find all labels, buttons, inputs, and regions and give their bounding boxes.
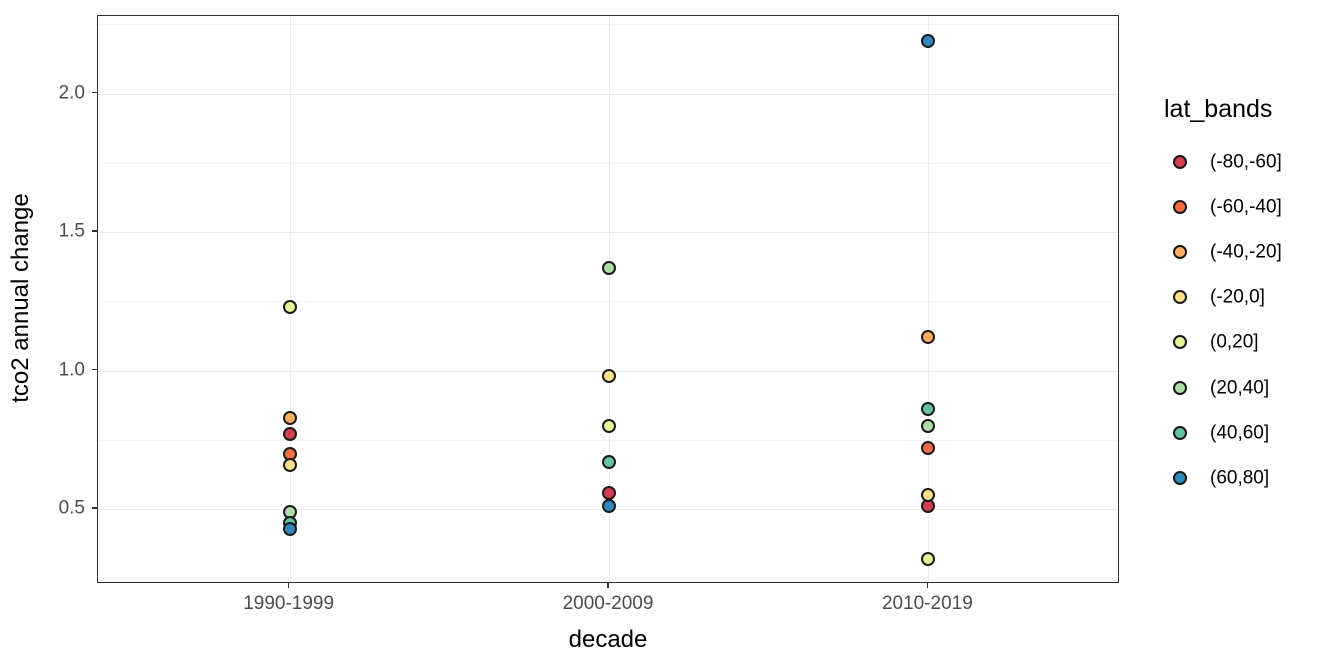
- y-axis-tick: [92, 91, 97, 94]
- data-point: [921, 402, 936, 417]
- y-minor-gridline: [98, 24, 1118, 26]
- y-tick-label: 2.0: [58, 82, 85, 104]
- plot-panel: [97, 15, 1119, 583]
- legend: lat_bands (-80,-60] (-60,-40] (-40,-20] (-2…: [1150, 0, 1344, 672]
- y-minor-gridline: [98, 439, 1118, 441]
- x-gridline: [928, 16, 930, 582]
- data-point: [921, 419, 936, 434]
- data-point: [282, 457, 297, 472]
- y-minor-gridline: [98, 162, 1118, 164]
- data-point: [921, 552, 936, 567]
- data-point: [282, 521, 297, 536]
- legend-label: (40,60]: [1210, 422, 1270, 444]
- y-tick-label: 0.5: [58, 497, 85, 519]
- legend-key-icon: [1173, 290, 1187, 305]
- legend-key-icon: [1173, 335, 1187, 350]
- data-point: [602, 455, 616, 470]
- legend-key-icon: [1173, 470, 1187, 485]
- x-gridline: [609, 16, 610, 582]
- y-axis-title: tco2 annual change: [7, 193, 34, 403]
- legend-item: (0,20]: [1150, 330, 1344, 354]
- legend-key-icon: [1173, 380, 1187, 395]
- legend-item: (20,40]: [1150, 376, 1344, 400]
- data-point: [921, 441, 936, 456]
- y-tick-label: 1.5: [58, 220, 85, 242]
- data-point: [602, 261, 616, 276]
- legend-label: (-20,0]: [1210, 286, 1265, 308]
- y-tick-label: 1.0: [58, 359, 85, 381]
- legend-item: (60,80]: [1150, 466, 1344, 490]
- x-gridline: [289, 16, 291, 582]
- data-point: [602, 419, 616, 434]
- y-major-gridline: [98, 232, 1118, 234]
- legend-item: (-20,0]: [1150, 285, 1344, 309]
- data-point: [921, 488, 936, 503]
- legend-key-icon: [1173, 425, 1187, 440]
- legend-title: lat_bands: [1164, 95, 1273, 123]
- x-tick-label: 2000-2009: [562, 593, 654, 614]
- data-point: [282, 427, 297, 442]
- legend-key-icon: [1173, 155, 1187, 169]
- x-axis-tick: [287, 583, 290, 588]
- data-point: [282, 410, 297, 425]
- data-point: [921, 330, 936, 345]
- legend-label: (-80,-60]: [1210, 151, 1282, 173]
- y-axis-tick: [92, 368, 97, 371]
- y-minor-gridline: [98, 301, 1118, 303]
- legend-item: (40,60]: [1150, 421, 1344, 445]
- x-axis-title: decade: [568, 626, 648, 653]
- legend-key-icon: [1173, 245, 1187, 260]
- x-tick-label: 2010-2019: [881, 593, 973, 614]
- data-point: [602, 369, 616, 384]
- legend-label: (0,20]: [1210, 331, 1259, 353]
- legend-label: (20,40]: [1210, 377, 1270, 398]
- legend-item: (-40,-20]: [1150, 240, 1344, 264]
- legend-label: (-60,-40]: [1210, 196, 1282, 218]
- x-tick-label: 1990-1999: [243, 593, 335, 614]
- y-axis-tick: [92, 230, 97, 232]
- y-major-gridline: [98, 93, 1118, 95]
- legend-key-icon: [1173, 200, 1187, 215]
- legend-item: (-60,-40]: [1150, 195, 1344, 219]
- y-minor-gridline: [98, 578, 1118, 580]
- legend-item: (-80,-60]: [1150, 150, 1344, 174]
- data-point: [921, 33, 936, 48]
- legend-label: (60,80]: [1210, 467, 1270, 489]
- x-axis-tick: [607, 583, 609, 588]
- legend-label: (-40,-20]: [1210, 241, 1282, 263]
- y-axis-tick: [92, 507, 97, 509]
- x-axis-tick: [926, 583, 929, 588]
- data-point: [602, 499, 616, 514]
- data-point: [282, 299, 297, 314]
- data-point: [602, 485, 616, 500]
